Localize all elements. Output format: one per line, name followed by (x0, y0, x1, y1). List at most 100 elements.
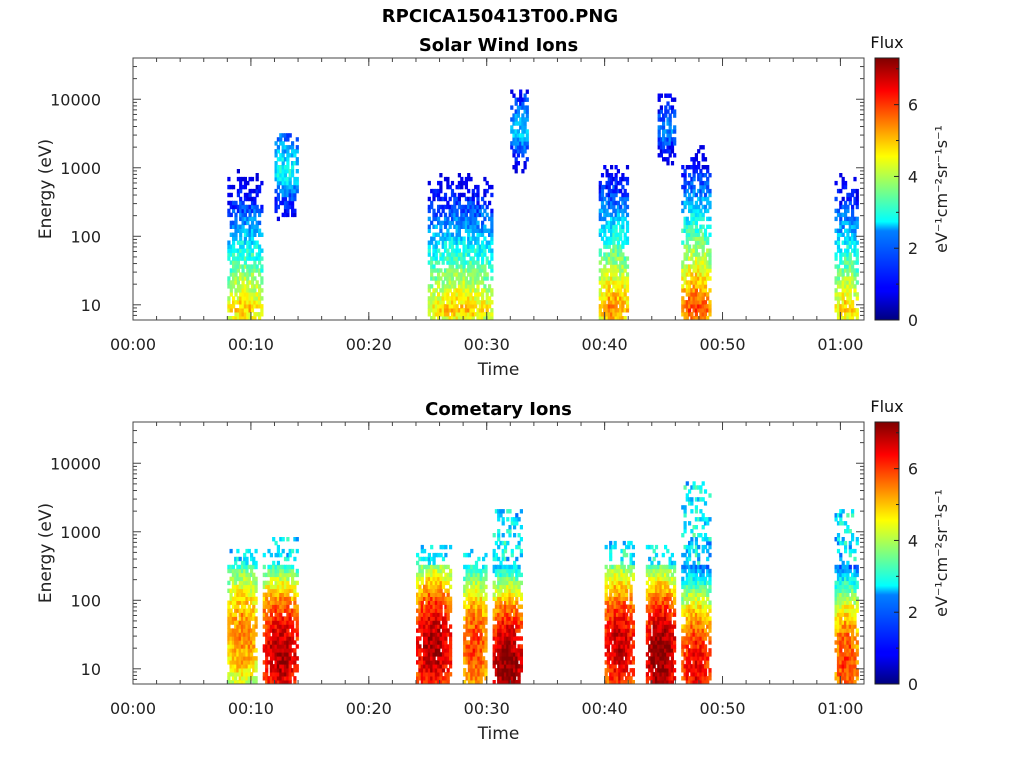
spectrogram-cell (418, 676, 422, 681)
spectrogram-cell (611, 656, 615, 661)
spectrogram-cell (598, 308, 602, 313)
spectrogram-cell (657, 137, 661, 142)
spectrogram-cell (274, 612, 278, 617)
spectrogram-cell (423, 640, 427, 645)
spectrogram-cell (250, 216, 255, 222)
spectrogram-cell (283, 157, 288, 162)
spectrogram-cell (432, 616, 436, 621)
spectrogram-cell (293, 537, 297, 542)
spectrogram-cell (848, 192, 852, 198)
spectrogram-cell (453, 240, 457, 245)
spectrogram-cell (243, 608, 247, 613)
spectrogram-cell (286, 640, 290, 645)
spectrogram-cell (474, 260, 478, 265)
spectrogram-cell (616, 276, 620, 281)
spectrogram-cell (234, 560, 238, 566)
spectrogram-cell (441, 592, 446, 597)
spectrogram-cell (439, 173, 443, 178)
spectrogram-cell (482, 672, 486, 677)
spectrogram-cell (474, 640, 479, 645)
spectrogram-cell (846, 264, 850, 269)
spectrogram-cell (515, 568, 519, 574)
spectrogram-cell (484, 604, 488, 609)
spectrogram-cell (281, 588, 285, 593)
spectrogram-cell (611, 660, 615, 665)
spectrogram-cell (648, 600, 652, 605)
spectrogram-cell (464, 244, 468, 249)
spectrogram-cell (243, 568, 247, 574)
spectrogram-cell (515, 612, 519, 617)
spectrogram-cell (629, 552, 633, 558)
spectrogram-cell (683, 204, 687, 210)
spectrogram-cell (430, 636, 434, 641)
spectrogram-cell (269, 612, 273, 617)
spectrogram-cell (471, 300, 475, 305)
spectrogram-cell (853, 308, 857, 313)
spectrogram-cell (423, 628, 427, 633)
spectrogram-cell (855, 292, 859, 297)
spectrogram-cell (846, 208, 850, 214)
spectrogram-cell (267, 548, 271, 554)
spectrogram-cell (494, 596, 498, 601)
spectrogram-cell (627, 628, 631, 633)
spectrogram-cell (262, 612, 266, 617)
spectrogram-cell (279, 188, 283, 194)
colorbar-tick-label: 0 (908, 311, 918, 330)
spectrogram-cell (517, 604, 521, 609)
spectrogram-cell (231, 656, 235, 661)
spectrogram-cell (609, 540, 613, 546)
spectrogram-cell (246, 288, 250, 293)
spectrogram-cell (513, 628, 517, 633)
spectrogram-cell (692, 296, 696, 301)
spectrogram-cell (470, 592, 474, 597)
spectrogram-cell (515, 628, 519, 633)
spectrogram-cell (476, 188, 480, 194)
spectrogram-cell (465, 660, 469, 665)
spectrogram-cell (449, 608, 453, 613)
spectrogram-cell (267, 652, 271, 657)
spectrogram-cell (229, 548, 233, 554)
spectrogram-cell (834, 292, 838, 297)
spectrogram-cell (605, 180, 609, 186)
spectrogram-cell (479, 572, 483, 578)
spectrogram-cell (703, 232, 708, 237)
spectrogram-cell (474, 604, 479, 609)
spectrogram-cell (523, 97, 527, 102)
spectrogram-cell (708, 204, 712, 210)
spectrogram-cell (239, 308, 243, 313)
spectrogram-cell (281, 165, 285, 170)
spectrogram-cell (848, 312, 852, 317)
spectrogram-cell (448, 276, 452, 281)
spectrogram-cell (503, 580, 508, 586)
spectrogram-cell (434, 260, 438, 265)
spectrogram-cell (437, 592, 441, 597)
spectrogram-cell (694, 208, 698, 214)
spectrogram-cell (525, 105, 529, 110)
spectrogram-cell (701, 188, 705, 194)
spectrogram-cell (621, 272, 625, 277)
spectrogram-cell (703, 292, 708, 297)
spectrogram-cell (227, 176, 231, 182)
spectrogram-cell (420, 580, 424, 586)
spectrogram-cell (455, 292, 459, 297)
spectrogram-cell (418, 584, 422, 590)
spectrogram-cell (427, 612, 431, 617)
spectrogram-cell (517, 644, 521, 649)
spectrogram-cell (612, 272, 616, 277)
spectrogram-cell (250, 256, 255, 261)
spectrogram-cell (610, 248, 614, 253)
spectrogram-cell (604, 628, 608, 633)
spectrogram-cell (625, 276, 630, 281)
spectrogram-cell (477, 628, 481, 633)
spectrogram-cell (622, 648, 626, 653)
spectrogram-cell (844, 316, 848, 321)
spectrogram-cell (460, 304, 464, 309)
spectrogram-cell (252, 668, 256, 673)
spectrogram-cell (274, 153, 278, 158)
spectrogram-cell (609, 676, 613, 681)
spectrogram-cell (841, 288, 845, 293)
spectrogram-cell (490, 224, 494, 229)
spectrogram-cell (616, 284, 620, 289)
spectrogram-cell (252, 596, 256, 601)
spectrogram-cell (250, 636, 254, 641)
